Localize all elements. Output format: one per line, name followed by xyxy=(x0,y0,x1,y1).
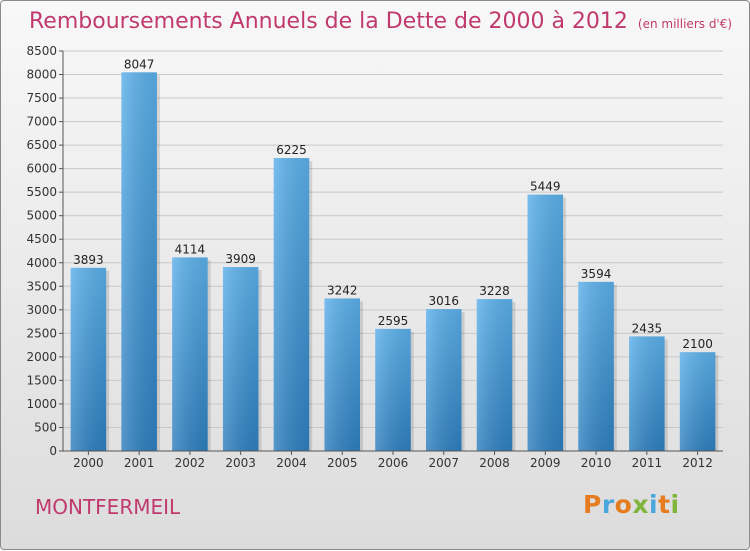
x-tick-label: 2007 xyxy=(428,456,459,470)
chart-unit: (en milliers d'€) xyxy=(637,17,733,31)
bar-highlight xyxy=(578,281,614,451)
bar-highlight xyxy=(629,336,665,451)
y-tick-label: 5500 xyxy=(26,185,57,199)
y-tick-label: 8500 xyxy=(26,44,57,58)
bar-highlight xyxy=(679,352,716,451)
bar-value-label: 2100 xyxy=(682,337,713,351)
bars: 3893 8047 4114 3909 6225 3242 2595 3016 3228 5449… xyxy=(70,57,719,451)
axes: 0 500 1000 1500 2000 2500 3000 3500 4000 4500 5000… xyxy=(26,44,723,470)
bar-value-label: 2595 xyxy=(378,314,409,328)
bar-highlight xyxy=(70,267,107,451)
bar-highlight xyxy=(222,267,259,451)
bar-value-label: 6225 xyxy=(276,143,307,157)
y-tick-label: 4500 xyxy=(26,232,57,246)
x-tick-label: 2010 xyxy=(581,456,612,470)
logo-letter: P xyxy=(583,490,602,519)
logo-letter: i xyxy=(670,490,680,519)
x-tick-label: 2002 xyxy=(175,456,206,470)
y-tick-label: 5000 xyxy=(26,209,57,223)
bar-value-label: 3893 xyxy=(73,253,104,267)
bar-highlight xyxy=(121,72,157,451)
logo-letter: t xyxy=(658,490,671,519)
bar-highlight xyxy=(324,298,360,451)
y-tick-label: 3000 xyxy=(26,303,57,317)
x-tick-label: 2000 xyxy=(73,456,104,470)
chart-title-text: Remboursements Annuels de la Dette de 20… xyxy=(29,9,628,34)
y-tick-label: 7500 xyxy=(26,91,57,105)
logo-letter: o xyxy=(614,490,633,519)
y-tick-label: 2500 xyxy=(26,326,57,340)
y-tick-label: 8000 xyxy=(26,68,57,82)
y-tick-label: 2000 xyxy=(26,350,57,364)
bar-value-label: 8047 xyxy=(124,57,155,71)
chart-title: Remboursements Annuels de la Dette de 20… xyxy=(29,9,732,34)
y-tick-label: 1500 xyxy=(26,373,57,387)
y-tick-label: 0 xyxy=(49,444,57,458)
x-tick-label: 2005 xyxy=(327,456,358,470)
x-tick-label: 2003 xyxy=(225,456,256,470)
bar-value-label: 2435 xyxy=(632,321,663,335)
y-tick-label: 7000 xyxy=(26,115,57,129)
y-tick-label: 1000 xyxy=(26,397,57,411)
x-tick-label: 2004 xyxy=(276,456,307,470)
bar-highlight xyxy=(172,257,208,451)
bar-value-label: 4114 xyxy=(175,242,206,256)
bar-highlight xyxy=(375,328,411,451)
y-tick-label: 3500 xyxy=(26,279,57,293)
x-tick-label: 2012 xyxy=(682,456,713,470)
commune-name: MONTFERMEIL xyxy=(35,495,181,519)
y-tick-label: 6500 xyxy=(26,138,57,152)
logo-letter: r xyxy=(601,490,615,519)
bar-value-label: 3228 xyxy=(479,284,510,298)
bar-highlight xyxy=(527,194,564,451)
x-tick-label: 2008 xyxy=(479,456,510,470)
bar-highlight xyxy=(273,158,310,451)
bar-value-label: 5449 xyxy=(530,180,561,194)
bar-value-label: 3594 xyxy=(581,267,612,281)
y-tick-label: 4000 xyxy=(26,256,57,270)
bar-value-label: 3016 xyxy=(428,294,459,308)
bar-value-label: 3242 xyxy=(327,283,358,297)
x-tick-label: 2006 xyxy=(378,456,409,470)
x-tick-label: 2011 xyxy=(632,456,663,470)
x-tick-label: 2001 xyxy=(124,456,155,470)
y-tick-label: 500 xyxy=(34,420,57,434)
x-tick-label: 2009 xyxy=(530,456,561,470)
proxiti-logo[interactable]: Proxiti xyxy=(583,490,680,519)
bar-highlight xyxy=(476,299,513,451)
bar-highlight xyxy=(426,309,462,451)
logo-letter: x xyxy=(632,490,649,519)
logo-letter: i xyxy=(649,490,659,519)
y-tick-label: 6000 xyxy=(26,162,57,176)
bar-value-label: 3909 xyxy=(225,252,256,266)
